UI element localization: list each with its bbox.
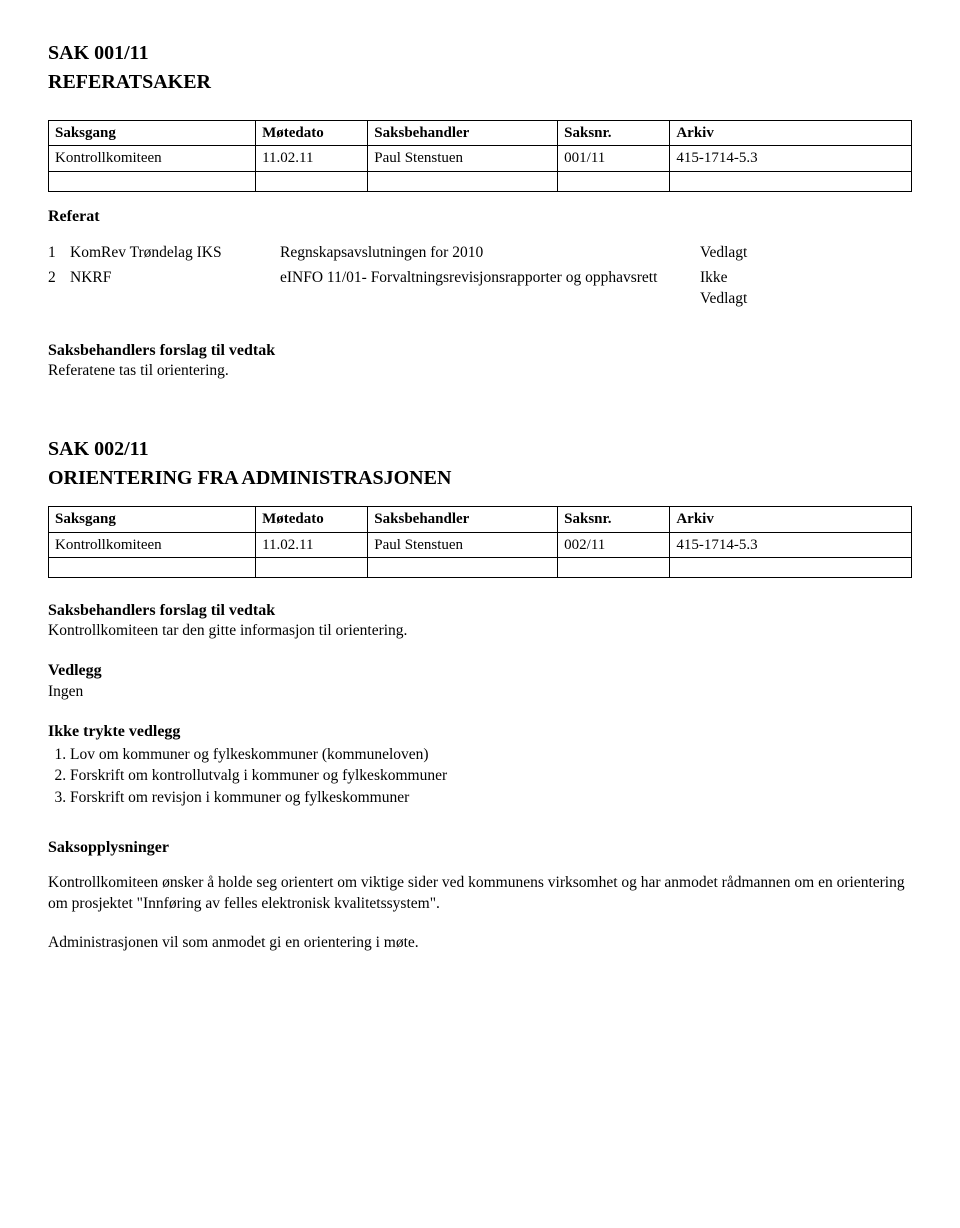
td-arkiv: 415-1714-5.3 (670, 146, 912, 171)
referat-org: KomRev Trøndelag IKS (70, 241, 280, 266)
referat-table: 1 KomRev Trøndelag IKS Regnskapsavslutni… (48, 241, 790, 312)
vedlegg-body: Ingen (48, 682, 912, 703)
table-header-row: Saksgang Møtedato Saksbehandler Saksnr. … (49, 507, 912, 532)
table-row: Kontrollkomiteen 11.02.11 Paul Stenstuen… (49, 532, 912, 557)
saksopplysninger-p1: Kontrollkomiteen ønsker å holde seg orie… (48, 873, 912, 915)
forslag-heading: Saksbehandlers forslag til vedtak (48, 340, 912, 362)
td-saksgang: Kontrollkomiteen (49, 532, 256, 557)
referat-row: 2 NKRF eINFO 11/01- Forvaltningsrevisjon… (48, 266, 790, 312)
ikke-trykte-list: Lov om kommuner og fylkeskommuner (kommu… (48, 745, 912, 810)
sak-001-subtitle: REFERATSAKER (48, 69, 912, 96)
td-saksnr: 001/11 (558, 146, 670, 171)
th-saksbehandler: Saksbehandler (368, 121, 558, 146)
referat-desc: eINFO 11/01- Forvaltningsrevisjonsrappor… (280, 266, 700, 312)
td-motedato: 11.02.11 (256, 532, 368, 557)
ikke-trykte-heading: Ikke trykte vedlegg (48, 721, 912, 743)
sak-002-block: SAK 002/11 ORIENTERING FRA ADMINISTRASJO… (48, 436, 912, 953)
sak-001-title: SAK 001/11 (48, 40, 912, 67)
td-saksbehandler: Paul Stenstuen (368, 146, 558, 171)
referat-desc: Regnskapsavslutningen for 2010 (280, 241, 700, 266)
sak-001-block: SAK 001/11 REFERATSAKER Saksgang Møtedat… (48, 40, 912, 382)
forslag-body: Kontrollkomiteen tar den gitte informasj… (48, 621, 912, 642)
td-arkiv: 415-1714-5.3 (670, 532, 912, 557)
sak-002-title: SAK 002/11 (48, 436, 912, 463)
td-saksbehandler: Paul Stenstuen (368, 532, 558, 557)
th-motedato: Møtedato (256, 507, 368, 532)
list-item: Lov om kommuner og fylkeskommuner (kommu… (70, 745, 912, 766)
referat-heading: Referat (48, 206, 912, 228)
table-row: Kontrollkomiteen 11.02.11 Paul Stenstuen… (49, 146, 912, 171)
table-empty-row (49, 171, 912, 191)
td-saksgang: Kontrollkomiteen (49, 146, 256, 171)
th-arkiv: Arkiv (670, 507, 912, 532)
th-saksnr: Saksnr. (558, 507, 670, 532)
th-saksgang: Saksgang (49, 121, 256, 146)
referat-status: Vedlagt (700, 241, 790, 266)
status-line: Vedlagt (700, 244, 747, 261)
sak-002-table: Saksgang Møtedato Saksbehandler Saksnr. … (48, 506, 912, 578)
th-arkiv: Arkiv (670, 121, 912, 146)
forslag-body: Referatene tas til orientering. (48, 361, 912, 382)
status-line: Ikke (700, 269, 728, 286)
referat-status: Ikke Vedlagt (700, 266, 790, 312)
referat-n: 1 (48, 241, 70, 266)
referat-row: 1 KomRev Trøndelag IKS Regnskapsavslutni… (48, 241, 790, 266)
table-header-row: Saksgang Møtedato Saksbehandler Saksnr. … (49, 121, 912, 146)
th-motedato: Møtedato (256, 121, 368, 146)
th-saksnr: Saksnr. (558, 121, 670, 146)
table-empty-row (49, 557, 912, 577)
saksopplysninger-p2: Administrasjonen vil som anmodet gi en o… (48, 933, 912, 954)
referat-n: 2 (48, 266, 70, 312)
saksopplysninger-heading: Saksopplysninger (48, 837, 912, 859)
th-saksbehandler: Saksbehandler (368, 507, 558, 532)
td-saksnr: 002/11 (558, 532, 670, 557)
referat-org: NKRF (70, 266, 280, 312)
th-saksgang: Saksgang (49, 507, 256, 532)
td-motedato: 11.02.11 (256, 146, 368, 171)
sak-002-subtitle: ORIENTERING FRA ADMINISTRASJONEN (48, 465, 912, 492)
status-line: Vedlagt (700, 290, 747, 307)
list-item: Forskrift om kontrollutvalg i kommuner o… (70, 766, 912, 787)
forslag-heading: Saksbehandlers forslag til vedtak (48, 600, 912, 622)
list-item: Forskrift om revisjon i kommuner og fylk… (70, 788, 912, 809)
vedlegg-heading: Vedlegg (48, 660, 912, 682)
sak-001-table: Saksgang Møtedato Saksbehandler Saksnr. … (48, 120, 912, 192)
